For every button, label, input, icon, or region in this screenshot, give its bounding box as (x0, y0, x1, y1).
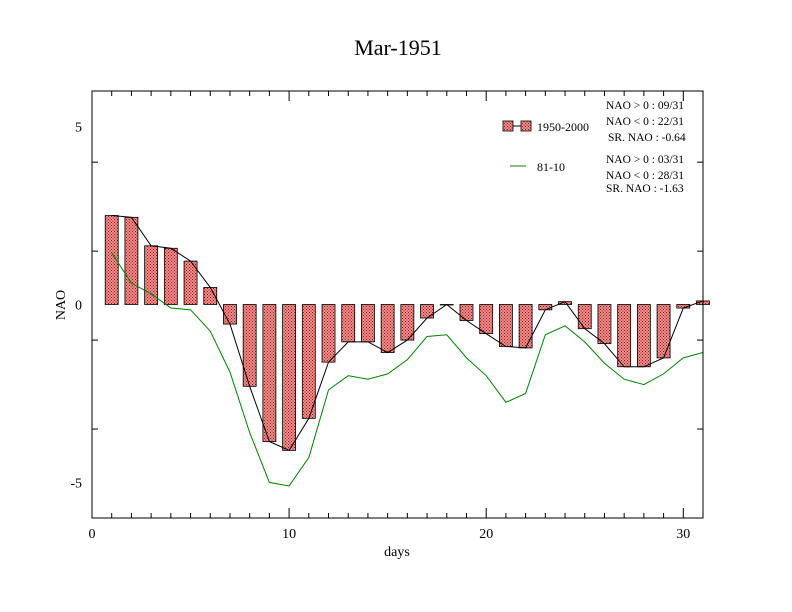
x-tick-label: 20 (479, 527, 493, 542)
x-tick-label: 0 (89, 527, 96, 542)
legend-label-81-10: 81-10 (537, 160, 565, 174)
x-tick-labels: 0 10 20 30 (89, 527, 691, 542)
bar-day-27 (617, 304, 632, 368)
legend: 1950-2000 NAO > 0 : 09/31 NAO < 0 : 22/3… (502, 100, 686, 195)
legend-stat-81-10-pos: NAO > 0 : 03/31 (606, 154, 684, 166)
legend-swatch-bar-left (502, 120, 514, 132)
line-1950-2000 (111, 215, 704, 452)
bar-day-21 (498, 304, 513, 347)
bar-day-2 (124, 216, 139, 305)
bar-series-1950-2000 (104, 215, 710, 451)
x-tick-label: 30 (676, 527, 690, 542)
line-series (111, 215, 704, 487)
bar-day-25 (577, 304, 592, 330)
bar-day-9 (262, 304, 277, 442)
bar-day-26 (597, 304, 612, 345)
bar-day-23 (538, 304, 553, 311)
bar-day-17 (420, 304, 434, 319)
bar-day-19 (459, 304, 474, 321)
line-81-10 (111, 252, 704, 487)
bar-day-8 (242, 304, 257, 387)
bar-day-28 (636, 304, 651, 368)
legend-swatch-bar-right (520, 120, 532, 132)
axis-ticks (91, 91, 704, 519)
bar-day-22 (518, 304, 533, 349)
x-axis-label: days (384, 545, 410, 560)
legend-stat-81-10-sr: SR. NAO : -1.63 (606, 183, 684, 195)
y-tick-labels: -5 0 5 (70, 121, 82, 492)
legend-stat-1950-2000-pos: NAO > 0 : 09/31 (606, 100, 684, 112)
bar-day-10 (282, 304, 297, 451)
bar-day-12 (321, 304, 336, 363)
legend-stat-1950-2000-sr: SR. NAO : -0.64 (608, 132, 686, 144)
x-tick-label: 10 (282, 527, 296, 542)
bar-day-3 (144, 245, 159, 305)
y-tick-label: 0 (75, 299, 82, 314)
y-tick-label: 5 (75, 121, 82, 136)
bar-day-15 (380, 304, 395, 353)
plot-frame (91, 90, 704, 519)
bar-day-4 (163, 247, 178, 305)
legend-stat-81-10-neg: NAO < 0 : 28/31 (606, 170, 684, 182)
bar-day-7 (223, 304, 237, 325)
y-axis-label: NAO (54, 290, 69, 320)
bar-day-11 (301, 304, 316, 419)
legend-label-1950-2000: 1950-2000 (537, 120, 589, 134)
legend-stat-1950-2000-neg: NAO < 0 : 22/31 (606, 116, 684, 128)
bar-day-13 (341, 304, 356, 343)
bar-day-29 (656, 304, 671, 359)
bar-day-14 (361, 304, 375, 343)
chart-title: Mar-1951 (354, 35, 442, 60)
bar-day-20 (479, 304, 494, 335)
y-tick-label: -5 (70, 476, 82, 491)
